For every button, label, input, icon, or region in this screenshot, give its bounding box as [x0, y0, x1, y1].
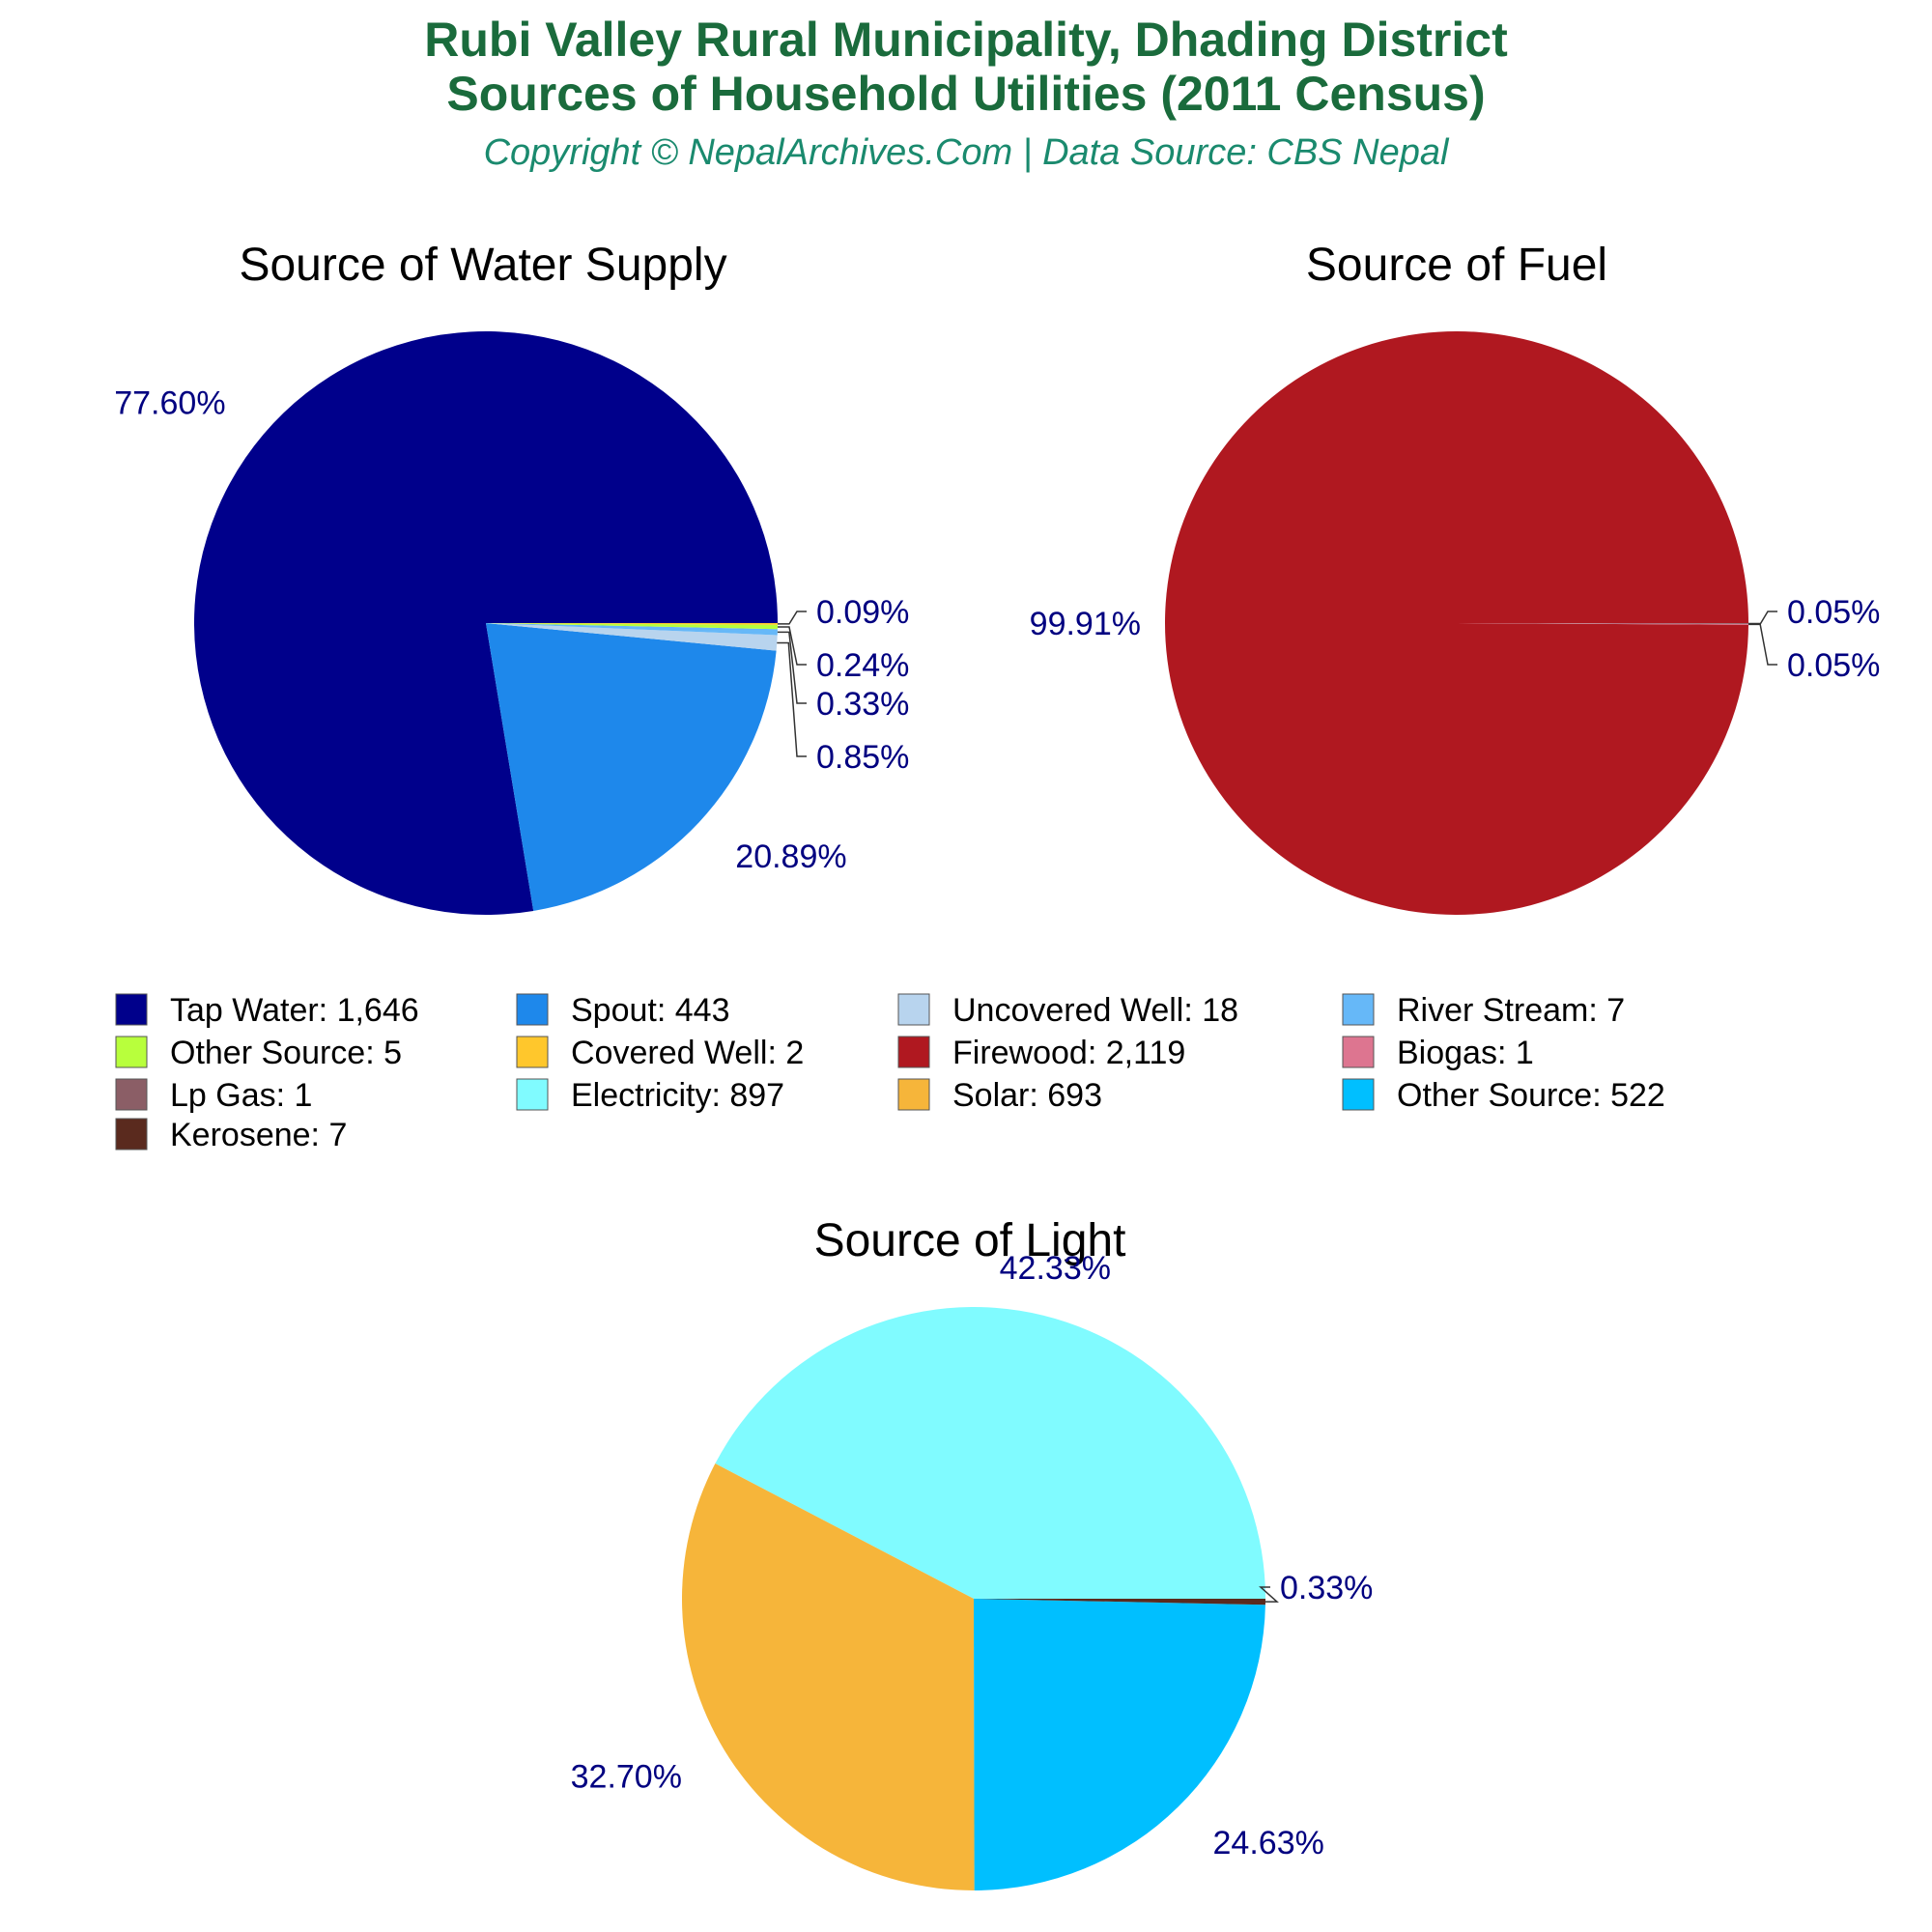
- legend-label: Firewood: 2,119: [952, 1035, 1185, 1071]
- legend-item-tap-water-1-646: Tap Water: 1,646: [115, 992, 419, 1029]
- pct-label-other-source: 0.24%: [816, 647, 909, 684]
- pie-slice-firewood: [1165, 330, 1748, 915]
- legend-label: Tap Water: 1,646: [170, 992, 419, 1029]
- leader-line-other-source: [777, 626, 807, 666]
- pie-slice-river-stream: [486, 623, 778, 636]
- legend: Tap Water: 1,646 Spout: 443 Uncovered Well…: [115, 992, 1665, 1153]
- legend-item-other-source-522: Other Source: 522: [1342, 1077, 1665, 1114]
- pct-label-biogas: 0.05%: [1787, 594, 1880, 631]
- legend-label: Kerosene: 7: [170, 1117, 347, 1153]
- legend-label: Spout: 443: [571, 992, 729, 1029]
- pie-slice-other-source: [486, 623, 778, 630]
- pct-label-uncovered-well: 0.85%: [816, 739, 909, 776]
- pct-label-solar: 32.70%: [571, 1758, 682, 1795]
- legend-label: Other Source: 5: [170, 1035, 402, 1071]
- legend-label: Electricity: 897: [571, 1077, 784, 1114]
- legend-swatch: [897, 1036, 930, 1068]
- legend-swatch: [1342, 993, 1375, 1026]
- pie-slice-lp-gas: [1457, 623, 1748, 624]
- pie-slice-electricity: [715, 1306, 1265, 1599]
- chart-title-line1: Rubi Valley Rural Municipality, Dhading …: [424, 13, 1508, 67]
- legend-item-river-stream-7: River Stream: 7: [1342, 992, 1625, 1029]
- water-supply-title: Source of Water Supply: [239, 240, 726, 291]
- pct-label-spout: 20.89%: [735, 838, 846, 875]
- pie-slice-solar: [681, 1463, 975, 1890]
- pct-label-tap-water: 77.60%: [114, 384, 225, 421]
- pct-label-firewood: 99.91%: [1030, 606, 1141, 642]
- pct-label-river-stream: 0.33%: [816, 686, 909, 723]
- pct-label-electricity: 42.33%: [1000, 1250, 1111, 1287]
- legend-item-firewood-2-119: Firewood: 2,119: [897, 1035, 1185, 1071]
- pie-slice-covered-well: [486, 623, 778, 625]
- water-supply-pie: Source of Water Supply 77.60% 20.89% 0.85%…: [114, 240, 909, 915]
- pct-label-covered-well: 0.09%: [816, 594, 909, 631]
- legend-item-solar-693: Solar: 693: [897, 1077, 1102, 1114]
- legend-item-other-source-5: Other Source: 5: [115, 1035, 402, 1071]
- leader-line-lp-gas: [1747, 622, 1777, 666]
- chart-subtitle: Copyright © NepalArchives.Com | Data Sou…: [484, 132, 1450, 173]
- legend-swatch: [897, 1078, 930, 1111]
- pct-label-kerosene: 0.33%: [1280, 1570, 1373, 1606]
- legend-item-lp-gas-1: Lp Gas: 1: [115, 1077, 312, 1114]
- leader-line-river-stream: [777, 631, 807, 704]
- legend-swatch: [115, 993, 148, 1026]
- pie-slice-uncovered-well: [486, 623, 778, 651]
- legend-item-biogas-1: Biogas: 1: [1342, 1035, 1534, 1071]
- fuel-title: Source of Fuel: [1306, 240, 1607, 291]
- legend-swatch: [115, 1078, 148, 1111]
- leader-line-kerosene: [1259, 1586, 1279, 1603]
- legend-label: Solar: 693: [952, 1077, 1102, 1114]
- legend-swatch: [115, 1118, 148, 1151]
- leader-line-uncovered-well: [777, 641, 807, 757]
- legend-swatch: [1342, 1078, 1375, 1111]
- legend-swatch: [516, 1036, 549, 1068]
- chart-title-line2: Sources of Household Utilities (2011 Cen…: [446, 67, 1485, 121]
- legend-swatch: [115, 1036, 148, 1068]
- legend-item-spout-443: Spout: 443: [516, 992, 729, 1029]
- legend-label: Other Source: 522: [1397, 1077, 1665, 1114]
- pct-label-lp-gas: 0.05%: [1787, 647, 1880, 684]
- pie-slice-biogas: [1457, 623, 1748, 625]
- pct-label-other-source: 24.63%: [1213, 1825, 1324, 1861]
- pie-slice-spout: [486, 623, 777, 911]
- light-pie: Source of Light 42.33% 32.70% 24.63% 0.33%: [571, 1215, 1373, 1890]
- leader-line-biogas: [1747, 611, 1777, 626]
- pie-slice-kerosene: [974, 1599, 1265, 1605]
- legend-item-uncovered-well-18: Uncovered Well: 18: [897, 992, 1238, 1029]
- legend-label: Covered Well: 2: [571, 1035, 804, 1071]
- legend-item-electricity-897: Electricity: 897: [516, 1077, 784, 1114]
- legend-label: Uncovered Well: 18: [952, 992, 1238, 1029]
- leader-line-covered-well: [777, 611, 807, 625]
- legend-swatch: [1342, 1036, 1375, 1068]
- legend-label: River Stream: 7: [1397, 992, 1625, 1029]
- light-title: Source of Light: [814, 1215, 1126, 1266]
- legend-item-kerosene-7: Kerosene: 7: [115, 1117, 347, 1153]
- legend-item-covered-well-2: Covered Well: 2: [516, 1035, 804, 1071]
- fuel-pie: Source of Fuel 99.91% 0.05% 0.05%: [1030, 240, 1880, 915]
- pie-slice-other-source: [974, 1599, 1265, 1890]
- legend-label: Lp Gas: 1: [170, 1077, 312, 1114]
- legend-swatch: [516, 1078, 549, 1111]
- legend-swatch: [516, 993, 549, 1026]
- legend-swatch: [897, 993, 930, 1026]
- legend-label: Biogas: 1: [1397, 1035, 1534, 1071]
